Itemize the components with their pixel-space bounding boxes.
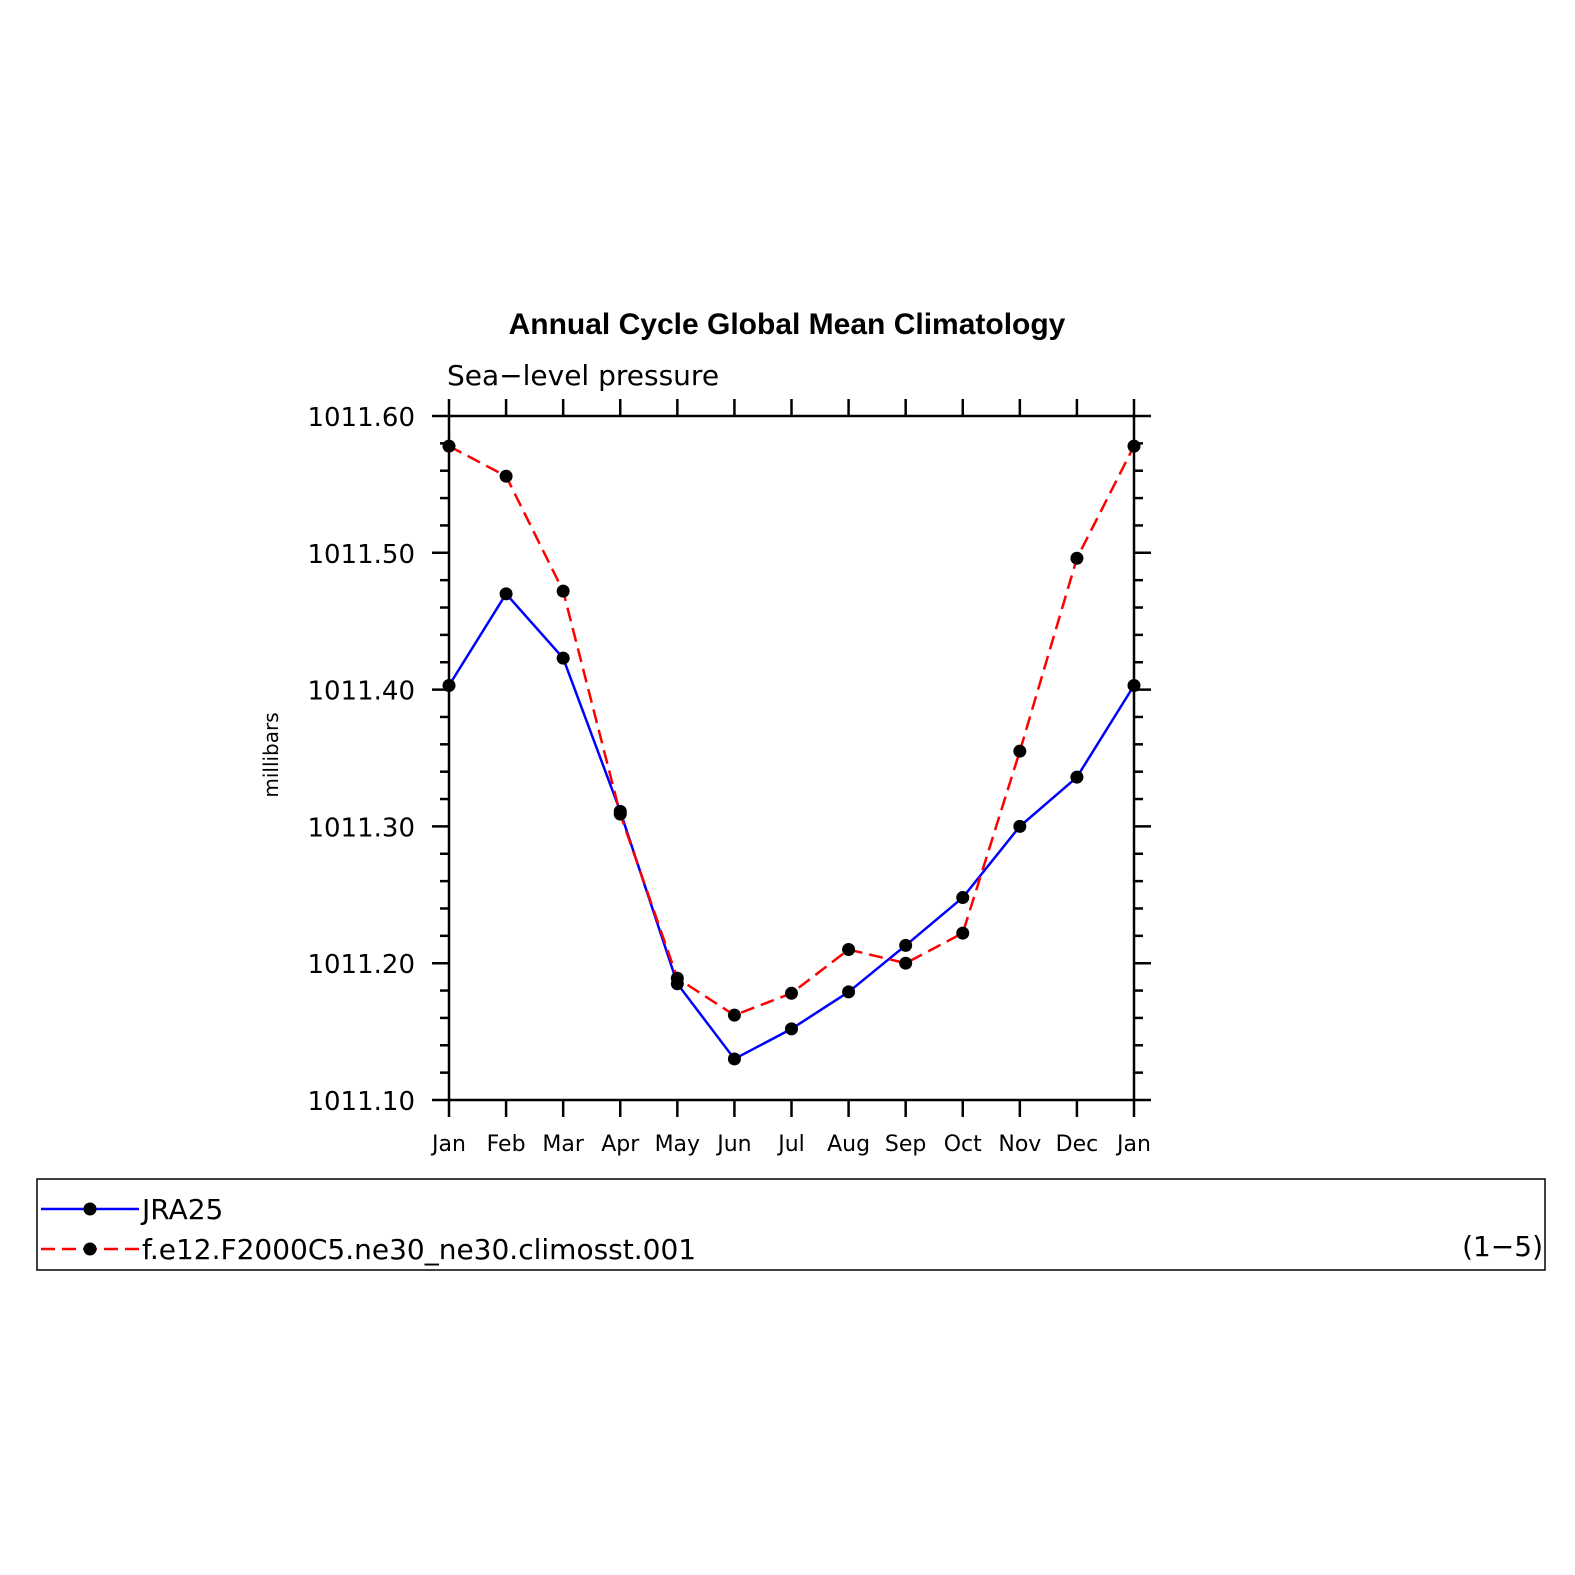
legend: JRA25 f.e12.F2000C5.ne30_ne30.climosst.00… bbox=[41, 1193, 696, 1266]
x-tick-label: Jan bbox=[430, 1132, 466, 1157]
data-point-series-1 bbox=[556, 651, 570, 665]
data-point-series-2 bbox=[842, 943, 856, 957]
x-tick-label: Mar bbox=[542, 1132, 584, 1157]
x-tick-label: Jun bbox=[715, 1132, 751, 1157]
data-point-series-2 bbox=[670, 971, 684, 985]
y-tick-label: 1011.20 bbox=[307, 950, 415, 980]
series-line-2 bbox=[448, 444, 1136, 1017]
data-point-series-1 bbox=[842, 985, 856, 999]
chart-subtitle: Sea−level pressure bbox=[447, 359, 719, 392]
axes-layer bbox=[447, 414, 1136, 1102]
legend-marker-1 bbox=[83, 1202, 97, 1216]
y-tick-label: 1011.30 bbox=[307, 813, 415, 843]
data-point-series-2 bbox=[613, 807, 627, 821]
x-tick-label: May bbox=[655, 1132, 700, 1157]
series-layer bbox=[442, 439, 1141, 1066]
legend-marker-2 bbox=[83, 1242, 97, 1256]
data-point-series-2 bbox=[956, 926, 970, 940]
data-point-series-2 bbox=[1013, 744, 1027, 758]
labels-layer: 1011.10 1011.20 1011.30 1011.40 1011.50 1011.… bbox=[307, 403, 1150, 1157]
y-tick-label: 1011.40 bbox=[307, 677, 415, 707]
x-tick-label: Oct bbox=[944, 1132, 982, 1157]
data-point-series-1 bbox=[499, 587, 513, 601]
legend-label-1: JRA25 bbox=[140, 1193, 223, 1226]
data-point-series-1 bbox=[727, 1052, 741, 1066]
legend-box bbox=[36, 1178, 1546, 1271]
data-point-series-1 bbox=[1013, 819, 1027, 833]
x-tick-label: Jul bbox=[776, 1132, 805, 1157]
data-point-series-2 bbox=[1070, 551, 1084, 565]
data-point-series-1 bbox=[785, 1022, 798, 1036]
y-tick-label: 1011.10 bbox=[307, 1087, 415, 1117]
x-tick-label: Nov bbox=[998, 1132, 1041, 1157]
x-tick-label: Sep bbox=[885, 1132, 926, 1157]
y-tick-label: 1011.50 bbox=[307, 540, 415, 570]
data-point-series-2 bbox=[556, 584, 570, 598]
x-tick-label: Dec bbox=[1056, 1132, 1099, 1157]
data-point-series-2 bbox=[785, 986, 798, 1000]
x-tick-label: Feb bbox=[487, 1132, 526, 1157]
x-tick-label: Apr bbox=[601, 1132, 640, 1157]
x-tick-label: Jan bbox=[1115, 1132, 1151, 1157]
data-point-series-1 bbox=[956, 891, 970, 905]
x-tick-label: Aug bbox=[827, 1132, 870, 1157]
legend-label-2: f.e12.F2000C5.ne30_ne30.climosst.001 bbox=[142, 1233, 696, 1266]
data-point-series-2 bbox=[499, 469, 513, 483]
data-point-series-1 bbox=[1070, 770, 1084, 784]
plot-frame bbox=[447, 414, 1136, 1102]
y-axis-label: millibars bbox=[259, 712, 283, 797]
data-point-series-2 bbox=[899, 956, 913, 970]
ticks-layer bbox=[432, 399, 1151, 1117]
data-point-series-1 bbox=[899, 938, 913, 952]
y-tick-label: 1011.60 bbox=[307, 403, 415, 433]
chart-title: Annual Cycle Global Mean Climatology bbox=[509, 308, 1066, 341]
data-point-series-2 bbox=[727, 1008, 741, 1022]
legend-note: (1−5) bbox=[1462, 1230, 1543, 1263]
